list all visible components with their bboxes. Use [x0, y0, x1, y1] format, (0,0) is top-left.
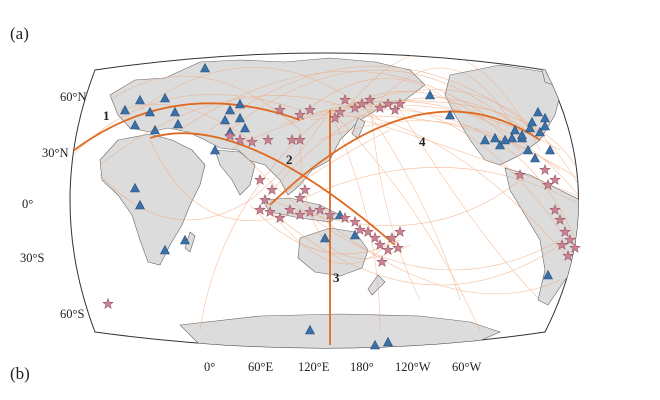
panel-label-b: (b)	[10, 364, 30, 383]
route-2-arc	[149, 132, 396, 246]
background-arc	[279, 100, 579, 211]
route-label-4: 4	[419, 134, 426, 149]
lon-label-120e: 120°E	[298, 360, 330, 374]
land-masses	[99, 57, 579, 348]
background-arc	[329, 109, 381, 331]
background-arc	[329, 89, 579, 231]
africa	[99, 133, 206, 266]
background-arc	[299, 104, 561, 231]
background-arc	[269, 179, 521, 226]
india	[214, 149, 256, 196]
south-america	[504, 167, 579, 306]
background-arc	[269, 209, 391, 265]
lat-label-60n: 60°N	[60, 90, 87, 104]
background-arc	[99, 95, 341, 166]
eurasia	[109, 57, 426, 196]
lat-label-30n: 30°N	[42, 146, 69, 160]
background-arc	[109, 75, 301, 131]
lon-label-0: 0°	[204, 360, 215, 374]
background-arc	[309, 115, 579, 181]
background-arc	[249, 109, 331, 201]
route-label-3: 3	[333, 270, 340, 285]
background-arc	[329, 109, 579, 211]
background-arcs	[70, 53, 579, 331]
lon-label-60w: 60°W	[452, 360, 481, 374]
background-arc	[329, 109, 481, 331]
background-arc	[289, 78, 461, 126]
lat-label-30s: 30°S	[20, 251, 44, 265]
route-label-1: 1	[103, 108, 110, 123]
sea-islands	[261, 197, 341, 223]
lat-label-60s: 60°S	[60, 307, 84, 321]
lon-label-180: 180°	[350, 360, 374, 374]
lon-label-120w: 120°W	[395, 360, 431, 374]
panel-label-a: (a)	[10, 24, 29, 43]
route-4-arc	[269, 110, 541, 206]
background-arc	[269, 209, 561, 286]
route-label-2: 2	[286, 152, 293, 167]
background-arc	[379, 67, 521, 141]
background-arc	[119, 104, 251, 141]
background-arc	[359, 99, 461, 301]
background-arc	[369, 99, 421, 301]
background-arc	[399, 109, 541, 301]
background-arc	[99, 174, 251, 221]
background-arc	[209, 65, 541, 136]
lat-label-0: 0°	[22, 197, 33, 211]
background-arc	[229, 69, 521, 131]
background-arc	[199, 109, 331, 331]
background-arc	[139, 67, 381, 121]
lon-label-60e: 60°E	[248, 360, 273, 374]
background-arc	[329, 109, 571, 261]
background-arc	[299, 167, 579, 211]
route-1-arc	[70, 102, 301, 171]
background-arc	[299, 129, 411, 259]
new-zealand	[367, 274, 386, 296]
